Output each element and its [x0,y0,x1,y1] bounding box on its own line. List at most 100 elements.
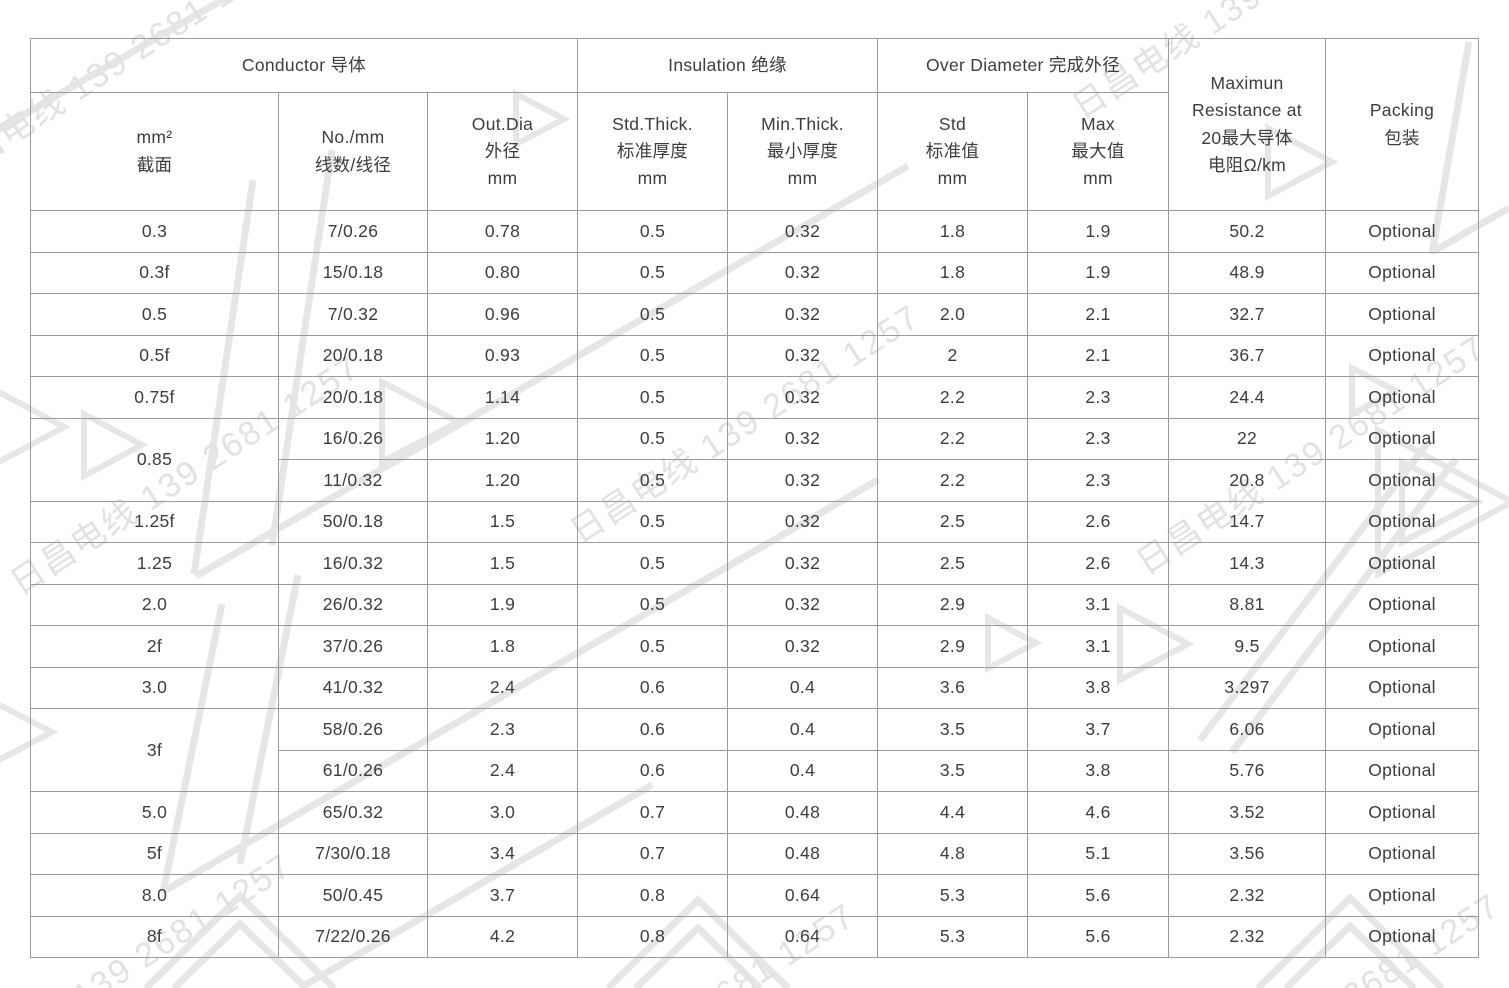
table-cell: 8.81 [1168,583,1327,626]
table-row: 0.3f 15/0.18 0.80 0.5 0.32 1.8 1.9 48.9 Optional [30,251,1480,294]
table-cell: 26/0.32 [278,583,428,626]
table-cell: 24.4 [1168,376,1327,419]
table-cell: 2.9 [877,625,1028,668]
table-cell: Optional [1325,915,1480,958]
table-cell: 1.9 [1026,210,1170,253]
header-max-diameter: Max 最大值 mm [1026,92,1170,211]
table-cell: 2.2 [877,417,1028,460]
header-group-row: Conductor 导体 Insulation 绝缘 Over Diameter… [30,38,1480,211]
watermark-triangle [0,389,71,465]
table-cell: Optional [1325,542,1480,585]
table-row: 2.0 26/0.32 1.9 0.5 0.32 2.9 3.1 8.81 Optional [30,583,1480,626]
table-cell: 1.20 [427,459,578,502]
table-row: 0.3 7/0.26 0.78 0.5 0.32 1.8 1.9 50.2 Optional [30,210,1480,253]
table-cell: 3.5 [877,708,1028,751]
table-row: 1.25 16/0.32 1.5 0.5 0.32 2.5 2.6 14.3 Optional [30,542,1480,585]
table-cell: 0.4 [727,749,878,792]
table-cell: 20/0.18 [278,334,428,377]
header-max-resistance: Maximun Resistance at 20最大导体 电阻Ω/km [1168,38,1327,211]
table-cell: 0.8 [577,874,728,917]
table-cell: 15/0.18 [278,251,428,294]
table-cell: Optional [1325,210,1480,253]
table-cell: 1.20 [427,417,578,460]
table-cell: 0.32 [727,251,878,294]
table-cell: 41/0.32 [278,666,428,709]
table-cell: 3.52 [1168,791,1327,834]
table-cell: 7/0.26 [278,210,428,253]
table-row: 5.0 65/0.32 3.0 0.7 0.48 4.4 4.6 3.52 Optional [30,791,1480,834]
table-cell: 0.5 [577,251,728,294]
table-cell: 22 [1168,417,1327,460]
table-cell: 5.3 [877,874,1028,917]
table-cell: 4.6 [1026,791,1170,834]
header-out-dia: Out.Dia 外径 mm [427,92,578,211]
table-cell: 1.9 [1026,251,1170,294]
table-row: 3.0 41/0.32 2.4 0.6 0.4 3.6 3.8 3.297 Optional [30,666,1480,709]
table-cell: 61/0.26 [278,749,428,792]
table-cell: 2.32 [1168,874,1327,917]
table-cell: 0.32 [727,542,878,585]
table-cell: Optional [1325,791,1480,834]
table-row: 61/0.26 2.4 0.6 0.4 3.5 3.8 5.76 Optional [31,749,1480,792]
table-row: 0.75f 20/0.18 1.14 0.5 0.32 2.2 2.3 24.4 Optiona… [30,376,1480,419]
table-cell: 3.7 [1026,708,1170,751]
table-cell: 0.32 [727,334,878,377]
table-cell: 2.6 [1026,542,1170,585]
table-cell: 1.8 [877,251,1028,294]
table-cell: 2.32 [1168,915,1327,958]
table-cell: 2.3 [1026,376,1170,419]
table-cell: 0.32 [727,210,878,253]
table-cell: 0.5 [577,542,728,585]
table-cell: 0.32 [727,625,878,668]
table-cell: 1.5 [427,542,578,585]
table-cell: 0.5f [30,334,279,377]
table-cell: 0.93 [427,334,578,377]
table-cell: 2.2 [877,376,1028,419]
table-cell: 5.3 [877,915,1028,958]
table-cell: 50/0.45 [278,874,428,917]
table-cell: Optional [1325,583,1480,626]
table-cell: 0.5 [577,417,728,460]
table-cell: 0.5 [577,625,728,668]
header-min-thick: Min.Thick. 最小厚度 mm [727,92,878,211]
table-cell: 5.6 [1026,874,1170,917]
table-cell: 0.48 [727,791,878,834]
table-cell: 0.80 [427,251,578,294]
header-sub-row: mm² 截面 No./mm 线数/线径 Out.Dia 外径 mm Std.Th… [30,92,1479,211]
table-cell: 3.7 [427,874,578,917]
table-cell: 0.32 [727,376,878,419]
header-strands: No./mm 线数/线径 [278,92,428,211]
table-cell: 2f [30,625,279,668]
table-cell: 3.0 [427,791,578,834]
table-cell: 3.56 [1168,832,1327,875]
table-cell: 1.9 [427,583,578,626]
table-cell: 0.32 [727,417,878,460]
table-cell: 0.96 [427,293,578,336]
header-std-diameter: Std 标准值 mm [877,92,1028,211]
table-row: 0.5f 20/0.18 0.93 0.5 0.32 2 2.1 36.7 Optional [30,334,1480,377]
table-cell: 7/0.32 [278,293,428,336]
table-cell: 0.7 [577,832,728,875]
table-cell: 5.6 [1026,915,1170,958]
table-cell: 36.7 [1168,334,1327,377]
table-cell: 20.8 [1168,459,1327,502]
table-cell: 14.3 [1168,542,1327,585]
table-cell: Optional [1325,832,1480,875]
table-cell: 0.6 [577,749,728,792]
table-cell: 3.0 [30,666,279,709]
table-cell: 2.4 [427,666,578,709]
table-cell: 2.1 [1026,334,1170,377]
table-cell: 1.25 [30,542,279,585]
table-cell: Optional [1325,251,1480,294]
table-cell: 3.6 [877,666,1028,709]
table-cell: 2.2 [877,459,1028,502]
table-cell: 1.5 [427,500,578,543]
table-cell: 7/30/0.18 [278,832,428,875]
table-cell: 11/0.32 [278,459,428,502]
table-cell: 3.5 [877,749,1028,792]
table-cell: Optional [1325,334,1480,377]
table-cell: 0.5 [577,500,728,543]
table-cell: 2.9 [877,583,1028,626]
table-cell: Optional [1325,708,1480,751]
table-cell: 0.3 [30,210,279,253]
